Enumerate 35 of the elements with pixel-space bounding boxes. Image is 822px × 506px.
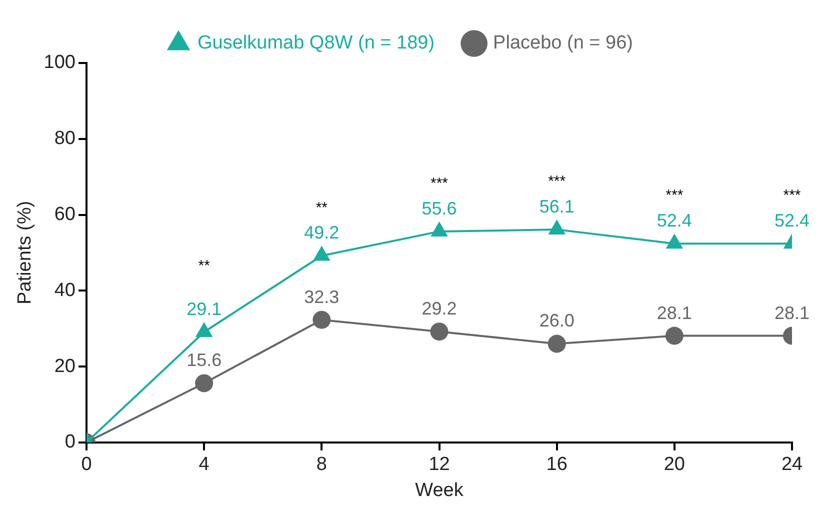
data-label: 56.1: [539, 196, 574, 217]
y-tick-label: 100: [44, 52, 76, 74]
x-tick-label: 16: [546, 454, 568, 476]
data-label: 29.2: [422, 298, 457, 319]
data-label: 29.1: [186, 298, 222, 319]
legend-label: Placebo (n = 96): [493, 32, 634, 54]
annotation: **: [198, 258, 210, 275]
y-axis-title: Patients (%): [14, 200, 36, 304]
x-tick-label: 4: [198, 454, 210, 476]
annotation: ***: [783, 187, 801, 204]
y-tick-label: 0: [64, 432, 76, 453]
data-label: 15.6: [186, 350, 222, 370]
data-label: 52.4: [656, 210, 692, 231]
x-tick-label: 12: [428, 454, 450, 476]
y-tick-label: 20: [54, 356, 76, 377]
annotation: ***: [548, 173, 566, 190]
data-label: 26.0: [539, 310, 574, 331]
data-label: 28.1: [656, 302, 692, 323]
data-label: 49.2: [304, 222, 340, 243]
x-tick-label: 0: [81, 454, 92, 476]
data-label: 55.6: [422, 198, 457, 218]
x-tick-label: 20: [664, 454, 685, 476]
annotation: **: [316, 199, 328, 216]
annotation: ***: [430, 175, 448, 192]
y-tick-label: 80: [54, 128, 76, 150]
annotation: ***: [666, 187, 684, 204]
x-tick-label: 24: [781, 454, 803, 476]
data-label: 28.1: [774, 302, 810, 323]
y-tick-label: 40: [54, 280, 76, 301]
x-tick-label: 8: [316, 454, 327, 476]
x-axis-title: Week: [415, 480, 464, 501]
data-label: 32.3: [304, 286, 340, 307]
y-tick-label: 60: [54, 204, 76, 225]
data-label: 52.4: [774, 210, 810, 231]
legend-label: Guselkumab Q8W (n = 189): [197, 32, 435, 54]
